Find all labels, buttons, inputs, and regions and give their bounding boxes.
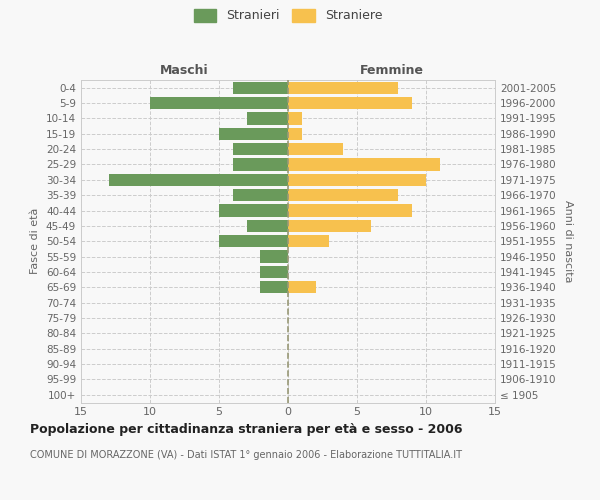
- Bar: [260, 281, 288, 293]
- Bar: [288, 158, 440, 170]
- Bar: [288, 97, 412, 109]
- Bar: [219, 128, 288, 140]
- Bar: [150, 97, 288, 109]
- Bar: [219, 235, 288, 248]
- Bar: [247, 112, 288, 124]
- Bar: [288, 128, 302, 140]
- Bar: [233, 189, 288, 202]
- Bar: [247, 220, 288, 232]
- Bar: [233, 158, 288, 170]
- Bar: [288, 281, 316, 293]
- Legend: Stranieri, Straniere: Stranieri, Straniere: [191, 6, 385, 25]
- Bar: [219, 204, 288, 216]
- Bar: [288, 112, 302, 124]
- Bar: [288, 204, 412, 216]
- Bar: [288, 82, 398, 94]
- Bar: [288, 235, 329, 248]
- Bar: [288, 189, 398, 202]
- Bar: [288, 174, 426, 186]
- Text: Maschi: Maschi: [160, 64, 209, 78]
- Bar: [288, 143, 343, 155]
- Text: COMUNE DI MORAZZONE (VA) - Dati ISTAT 1° gennaio 2006 - Elaborazione TUTTITALIA.: COMUNE DI MORAZZONE (VA) - Dati ISTAT 1°…: [30, 450, 462, 460]
- Y-axis label: Anni di nascita: Anni di nascita: [563, 200, 573, 282]
- Bar: [109, 174, 288, 186]
- Bar: [260, 266, 288, 278]
- Text: Femmine: Femmine: [359, 64, 424, 78]
- Bar: [233, 143, 288, 155]
- Text: Popolazione per cittadinanza straniera per età e sesso - 2006: Popolazione per cittadinanza straniera p…: [30, 422, 463, 436]
- Bar: [260, 250, 288, 263]
- Bar: [233, 82, 288, 94]
- Bar: [288, 220, 371, 232]
- Y-axis label: Fasce di età: Fasce di età: [31, 208, 40, 274]
